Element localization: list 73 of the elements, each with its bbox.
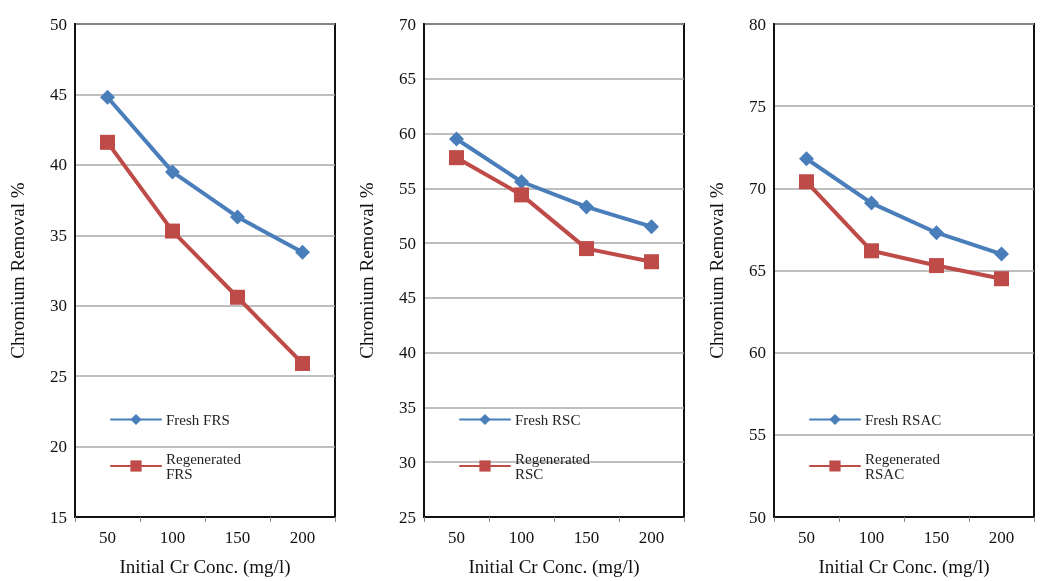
x-tick-label: 100 bbox=[159, 528, 186, 547]
point bbox=[644, 254, 660, 270]
legend-label: Regenerated RSC bbox=[515, 450, 595, 482]
point bbox=[100, 89, 115, 105]
point bbox=[863, 243, 879, 259]
x-tick-label: 50 bbox=[99, 528, 116, 547]
x-tick-label: 150 bbox=[224, 528, 251, 547]
point bbox=[993, 271, 1009, 287]
point bbox=[863, 195, 879, 211]
y-tick-label: 15 bbox=[50, 507, 67, 527]
y-tick-label: 60 bbox=[748, 343, 766, 363]
y-tick-label: 60 bbox=[399, 124, 417, 144]
x-tick-label: 200 bbox=[289, 528, 316, 547]
y-tick-label: 65 bbox=[399, 69, 417, 89]
legend-label: Fresh FRS bbox=[166, 411, 230, 428]
y-axis-title: Chromium Removal % bbox=[7, 182, 28, 359]
y-axis-title: Chromium Removal % bbox=[705, 182, 727, 359]
x-tick-label: 50 bbox=[797, 528, 815, 547]
point bbox=[165, 164, 180, 180]
x-tick-label: 100 bbox=[858, 528, 884, 547]
y-tick-label: 35 bbox=[50, 225, 67, 245]
point bbox=[928, 225, 944, 241]
y-tick-label: 30 bbox=[399, 452, 417, 472]
point bbox=[514, 174, 530, 190]
x-tick-label: 50 bbox=[448, 528, 466, 547]
point bbox=[165, 223, 180, 239]
point bbox=[230, 289, 245, 305]
x-tick-label: 100 bbox=[509, 528, 535, 547]
y-tick-label: 75 bbox=[748, 96, 766, 116]
y-tick-label: 70 bbox=[748, 178, 766, 198]
point bbox=[295, 355, 310, 371]
x-tick-label: 150 bbox=[923, 528, 949, 547]
point bbox=[798, 174, 814, 190]
y-tick-label: 45 bbox=[50, 84, 67, 104]
y-tick-label: 25 bbox=[50, 366, 67, 386]
y-tick-label: 35 bbox=[399, 397, 417, 417]
x-tick-label: 200 bbox=[988, 528, 1014, 547]
y-tick-label: 25 bbox=[399, 507, 417, 527]
x-axis-title: Initial Cr Conc. (mg/l) bbox=[818, 556, 990, 578]
y-tick-label: 50 bbox=[50, 14, 67, 34]
y-tick-label: 55 bbox=[748, 425, 766, 445]
y-tick-label: 40 bbox=[50, 155, 67, 175]
point bbox=[100, 134, 115, 150]
y-tick-label: 55 bbox=[399, 178, 417, 198]
legend-label: Regenerated FRS bbox=[166, 450, 245, 482]
point bbox=[579, 199, 595, 215]
point bbox=[230, 209, 245, 225]
y-axis-title: Chromium Removal % bbox=[356, 182, 378, 359]
point bbox=[644, 219, 660, 235]
point bbox=[295, 244, 310, 260]
legend-label: Regenerated RSAC bbox=[864, 450, 944, 482]
point bbox=[449, 131, 465, 147]
point bbox=[928, 258, 944, 274]
y-tick-label: 50 bbox=[748, 507, 766, 527]
point bbox=[579, 241, 595, 257]
legend-label: Fresh RSC bbox=[515, 411, 581, 428]
x-tick-label: 200 bbox=[639, 528, 665, 547]
point bbox=[514, 187, 530, 203]
y-tick-label: 50 bbox=[399, 233, 417, 253]
y-tick-label: 40 bbox=[399, 343, 417, 363]
y-tick-label: 70 bbox=[399, 14, 417, 34]
x-axis-title: Initial Cr Conc. (mg/l) bbox=[468, 556, 640, 578]
y-tick-label: 45 bbox=[399, 288, 417, 308]
point bbox=[449, 150, 465, 166]
legend-label: Fresh RSAC bbox=[864, 411, 941, 428]
y-tick-label: 30 bbox=[50, 296, 67, 316]
y-tick-label: 20 bbox=[50, 437, 67, 457]
x-tick-label: 150 bbox=[574, 528, 600, 547]
y-tick-label: 80 bbox=[748, 14, 766, 34]
point bbox=[798, 151, 814, 167]
y-tick-label: 65 bbox=[748, 261, 766, 280]
x-axis-title: Initial Cr Conc. (mg/l) bbox=[119, 556, 291, 578]
point bbox=[993, 246, 1009, 262]
